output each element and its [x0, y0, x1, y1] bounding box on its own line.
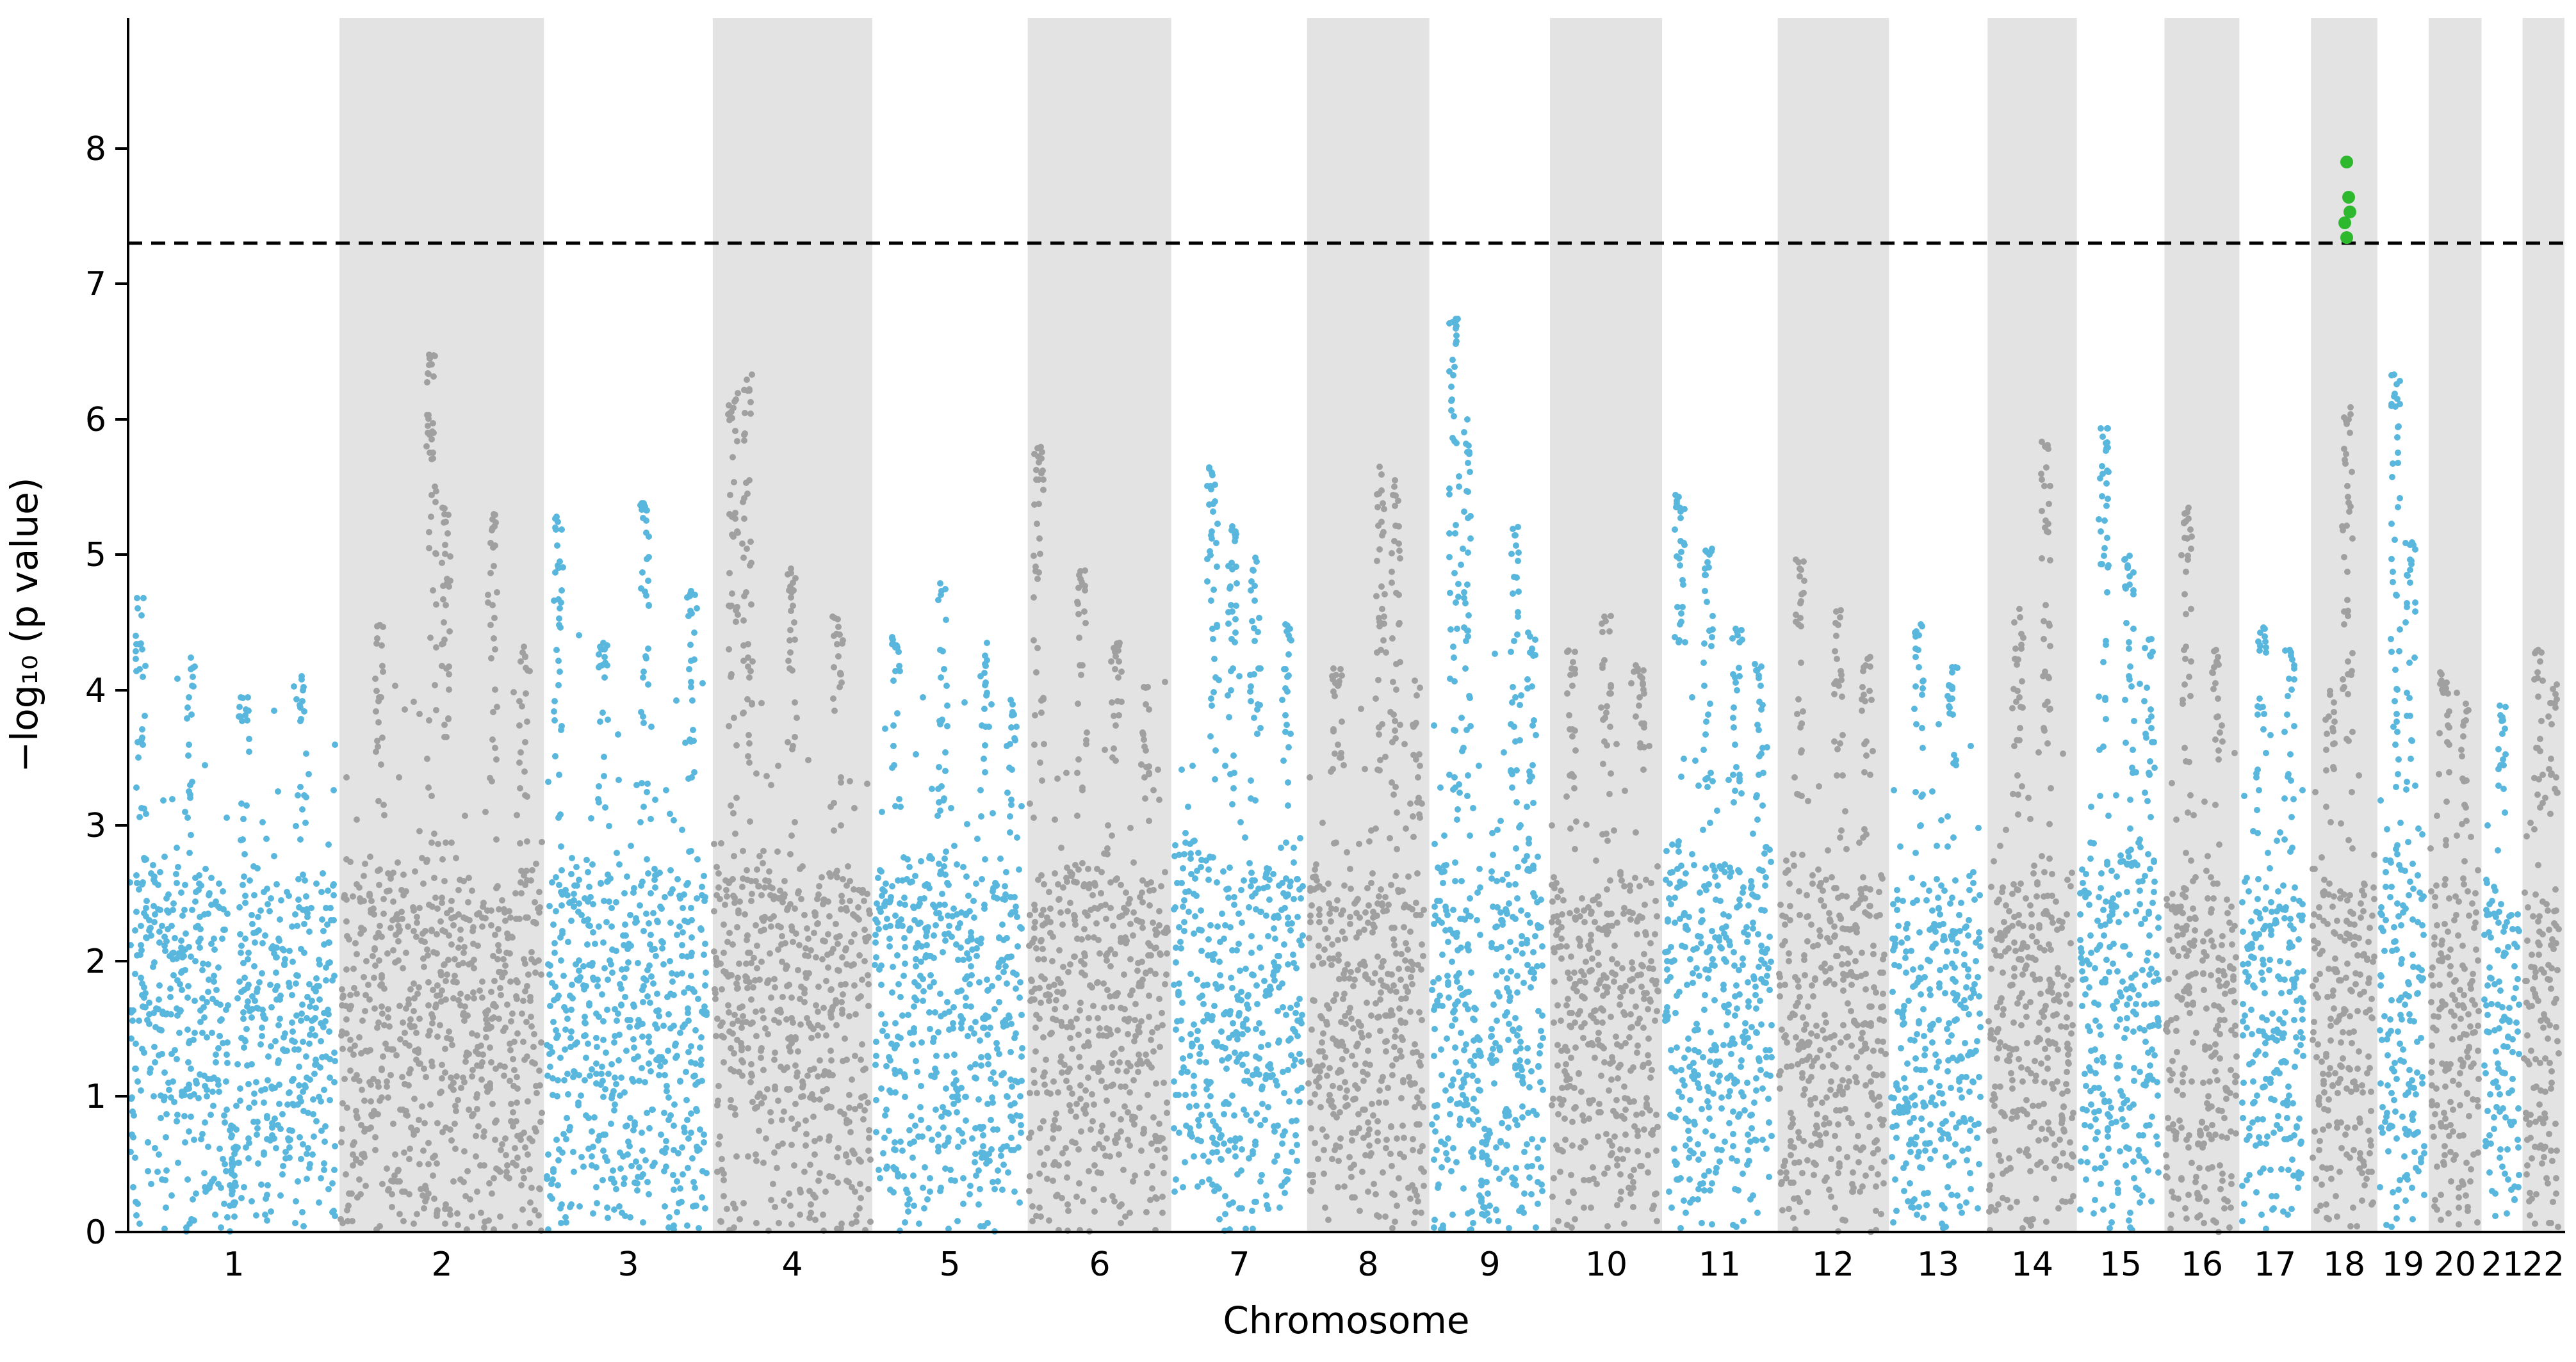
y-tick-label: 8	[85, 130, 106, 168]
y-tick-label: 3	[85, 807, 106, 845]
x-tick-label: 7	[1228, 1245, 1250, 1284]
x-tick-label: 15	[2099, 1245, 2142, 1284]
y-axis-title: −log₁₀ (p value)	[3, 478, 46, 773]
tick-labels: 1 2 3 4 5 6 7 8 9 10 11 12 13 14 15 16 17 18 19 20 212201234…	[85, 130, 2564, 1284]
x-tick-label: 9	[1479, 1245, 1500, 1284]
axes-spines	[115, 18, 2565, 1233]
x-tick-label: 11	[1699, 1245, 1741, 1284]
x-tick-label: 16	[2181, 1245, 2223, 1284]
significant-snp-point	[2340, 156, 2353, 168]
x-tick-label: 19	[2382, 1245, 2424, 1284]
significant-snp-point	[2342, 191, 2355, 204]
significant-snp-point	[2338, 216, 2351, 229]
x-tick-label: 14	[2011, 1245, 2053, 1284]
x-tick-label: 8	[1357, 1245, 1378, 1284]
significant-snp-point	[2344, 206, 2356, 218]
y-tick-label: 6	[85, 401, 106, 439]
x-tick-label: 20	[2434, 1245, 2476, 1284]
significant-points	[2338, 156, 2356, 244]
x-tick-label: 13	[1917, 1245, 1959, 1284]
x-tick-label: 6	[1089, 1245, 1110, 1284]
y-tick-label: 5	[85, 536, 106, 574]
x-axis-title: Chromosome	[1223, 1299, 1469, 1342]
x-tick-label: 10	[1585, 1245, 1627, 1284]
plot-layers: 1 2 3 4 5 6 7 8 9 10 11 12 13 14 15 16 17 18 19 20 212201234…	[85, 18, 2565, 1284]
y-tick-label: 0	[85, 1213, 106, 1252]
y-tick-label: 1	[85, 1078, 106, 1116]
y-tick-label: 2	[85, 943, 106, 981]
x-tick-label: 22	[2522, 1245, 2564, 1284]
y-tick-label: 4	[85, 672, 106, 710]
x-tick-label: 21	[2481, 1245, 2523, 1284]
x-tick-label: 4	[781, 1245, 803, 1284]
x-tick-label: 2	[431, 1245, 452, 1284]
x-tick-label: 12	[1812, 1245, 1854, 1284]
x-tick-label: 18	[2323, 1245, 2365, 1284]
x-tick-label: 17	[2254, 1245, 2296, 1284]
x-tick-label: 5	[939, 1245, 960, 1284]
x-tick-label: 1	[223, 1245, 244, 1284]
significant-snp-point	[2340, 231, 2353, 244]
x-tick-label: 3	[617, 1245, 639, 1284]
snp-points-layer	[127, 316, 2562, 1235]
y-tick-label: 7	[85, 265, 106, 304]
even-chromosome-bands	[339, 18, 2564, 1232]
